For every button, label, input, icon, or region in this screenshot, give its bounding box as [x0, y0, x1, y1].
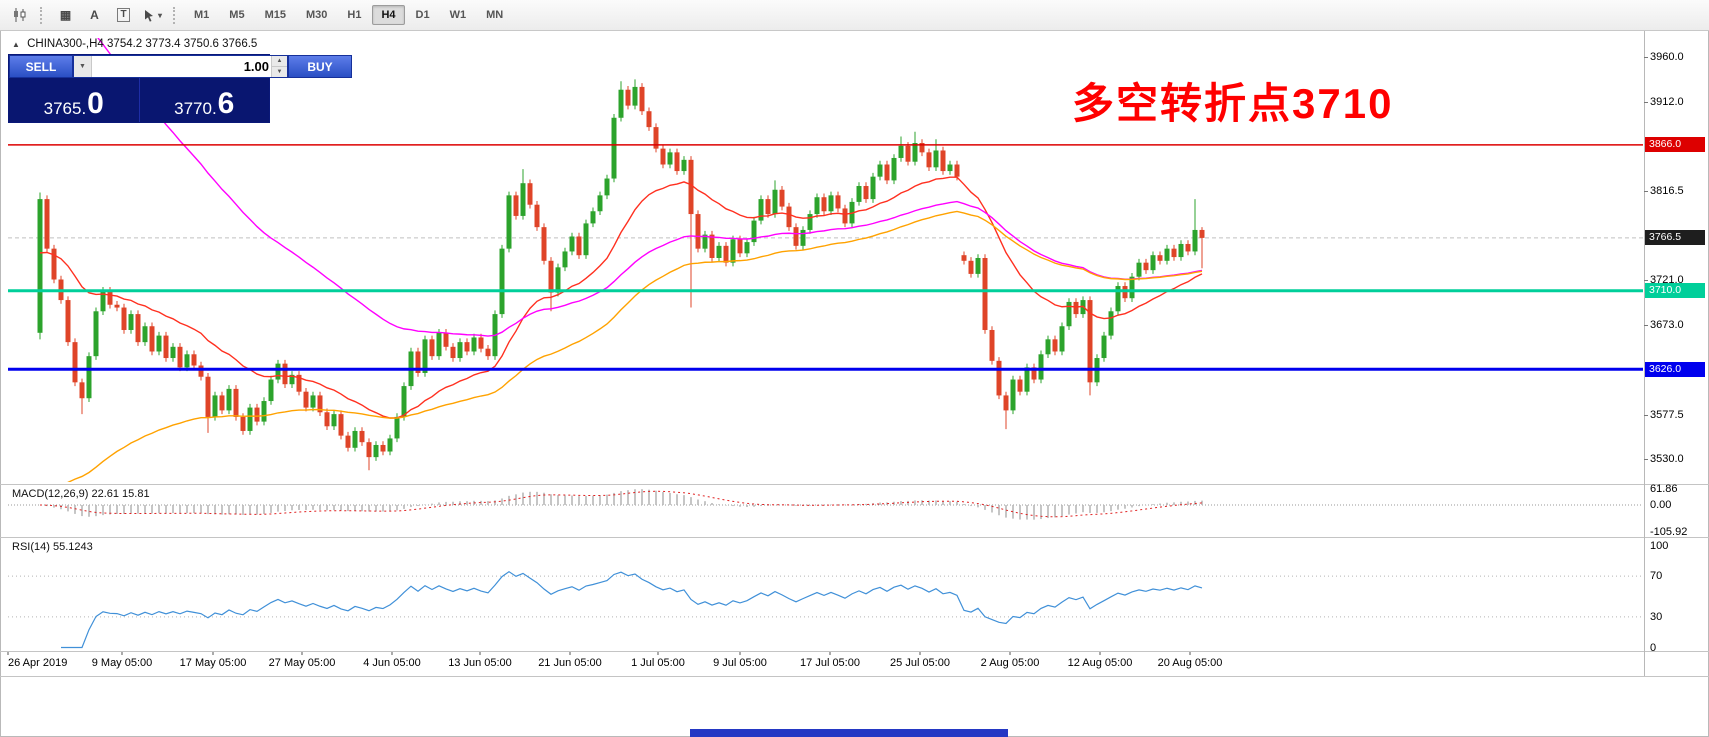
time-axis-label: 25 Jul 05:00 — [890, 657, 950, 669]
toolbar-grip — [173, 6, 178, 24]
price-axis-border — [1644, 31, 1645, 676]
time-axis-separator — [0, 651, 1709, 652]
price-axis-tick — [1644, 101, 1648, 103]
time-axis-label: 26 Apr 2019 — [8, 657, 68, 669]
price-axis-label: 3577.5 — [1650, 408, 1684, 421]
time-axis-label: 9 May 05:00 — [91, 657, 153, 669]
candlestick-chart-icon[interactable] — [7, 3, 32, 28]
timeframe-button-m15[interactable]: M15 — [264, 9, 286, 21]
macd-axis-label: -105.92 — [1650, 526, 1688, 538]
timeframe-button-m1[interactable]: M1 — [194, 9, 210, 21]
time-axis-label: 20 Aug 05:00 — [1157, 657, 1223, 669]
candlestick-glyph — [13, 8, 25, 22]
price-axis-label: 3673.0 — [1650, 319, 1684, 332]
time-axis-label: 1 Jul 05:00 — [631, 657, 685, 669]
timeframe-button-m5[interactable]: M5 — [229, 9, 245, 21]
volume-dropdown-caret[interactable]: ▼ — [74, 56, 92, 77]
volume-spinner: ▲ ▼ — [271, 56, 287, 77]
price-axis-tick — [1644, 414, 1648, 416]
chart-text-annotation: 多空转折点3710 — [1072, 80, 1394, 127]
time-axis-label: 17 May 05:00 — [179, 657, 247, 669]
volume-up-button[interactable]: ▲ — [272, 56, 287, 67]
macd-axis-label: 0.00 — [1650, 499, 1672, 511]
time-axis-label: 4 Jun 05:00 — [363, 657, 421, 669]
price-tag-3710.0: 3710.0 — [1645, 283, 1705, 299]
price-axis-label: 3912.0 — [1650, 95, 1684, 108]
chart-bottom-border — [0, 676, 1709, 677]
ask-price: 3770. 6 — [140, 78, 270, 122]
text-tool-glyph: T — [117, 8, 130, 22]
buy-button[interactable]: BUY — [288, 55, 352, 78]
timeframe-button-m30[interactable]: M30 — [305, 9, 328, 21]
text-tool-icon[interactable]: T — [111, 3, 136, 28]
price-tag-3866.0: 3866.0 — [1645, 137, 1705, 153]
timeframe-group: M1 M5 M15 M30 H1 H4 D1 W1 MN — [184, 5, 513, 25]
cursor-arrow-glyph — [144, 9, 153, 22]
rsi-panel-separator[interactable] — [0, 537, 1709, 538]
timeframe-button-h1[interactable]: H1 — [347, 9, 362, 21]
rsi-panel-area[interactable] — [8, 538, 1644, 650]
rsi-label: RSI(14) 55.1243 — [12, 541, 93, 553]
timeframe-button-w1[interactable]: W1 — [449, 9, 467, 21]
volume-down-button[interactable]: ▼ — [272, 67, 287, 77]
volume-box: ▼ ▲ ▼ — [73, 55, 288, 78]
price-axis-tick — [1644, 191, 1648, 193]
toolbar: ▦ A T ▾ M1 M5 M15 M30 H1 H4 D1 W1 MN — [0, 0, 1709, 31]
rsi-axis-label: 0 — [1650, 641, 1657, 654]
price-axis-label: 3530.0 — [1650, 453, 1684, 465]
rsi-axis-label: 100 — [1650, 539, 1669, 552]
time-axis-label: 27 May 05:00 — [268, 657, 336, 669]
time-axis-label: 12 Aug 05:00 — [1067, 657, 1133, 669]
sell-button[interactable]: SELL — [9, 55, 73, 78]
macd-panel-area[interactable] — [8, 485, 1644, 536]
ask-price-main: 3770. — [174, 99, 217, 118]
collapse-marker-icon[interactable]: ▲ — [12, 40, 20, 49]
bid-price-big-digit: 0 — [87, 87, 104, 121]
time-axis-label: 21 Jun 05:00 — [538, 657, 602, 669]
price-axis[interactable] — [1645, 32, 1709, 651]
price-axis-tick — [1644, 325, 1648, 327]
cursor-tool-icon[interactable]: ▾ — [140, 3, 165, 28]
timeframe-button-h4[interactable]: H4 — [372, 5, 405, 25]
price-axis-label: 3960.0 — [1650, 51, 1684, 63]
timeframe-button-d1[interactable]: D1 — [415, 9, 430, 21]
price-tag-3626.0: 3626.0 — [1645, 361, 1705, 377]
ask-price-big-digit: 6 — [217, 87, 235, 121]
bid-price: 3765. 0 — [9, 78, 140, 122]
macd-axis-label: 61.86 — [1650, 483, 1678, 495]
price-tag-3766.5: 3766.5 — [1645, 230, 1705, 246]
symbol-timeframe: CHINA300-,H4 — [27, 38, 104, 50]
macd-label: MACD(12,26,9) 22.61 15.81 — [12, 488, 150, 500]
time-axis-label: 17 Jul 05:00 — [800, 657, 860, 669]
rsi-axis-label: 70 — [1650, 570, 1663, 583]
text-label-icon[interactable]: A — [90, 8, 99, 22]
dropdown-caret-icon: ▾ — [157, 10, 162, 20]
price-axis-tick — [1644, 459, 1648, 460]
chart-title: ▲ CHINA300-,H4 3754.2 3773.4 3750.6 3766… — [12, 38, 257, 50]
ohlc-readout: 3754.2 3773.4 3750.6 3766.5 — [107, 38, 258, 50]
price-axis-label: 3816.5 — [1650, 185, 1684, 198]
taskbar-fragment[interactable] — [690, 729, 1008, 737]
time-axis-label: 2 Aug 05:00 — [980, 657, 1040, 669]
toolbar-grip — [40, 6, 45, 24]
chart-grid-icon[interactable]: ▦ — [59, 8, 72, 22]
bid-price-main: 3765. — [43, 99, 87, 118]
macd-panel-separator[interactable] — [0, 484, 1709, 485]
one-click-trade-panel: SELL ▼ ▲ ▼ BUY 3765. 0 3770. 6 — [8, 54, 352, 123]
price-axis-tick — [1644, 280, 1648, 282]
timeframe-button-mn[interactable]: MN — [486, 9, 504, 21]
volume-input[interactable] — [92, 56, 271, 77]
rsi-axis-label: 30 — [1650, 610, 1663, 623]
time-axis-label: 9 Jul 05:00 — [713, 657, 767, 669]
time-axis-label: 13 Jun 05:00 — [448, 657, 512, 669]
price-axis-tick — [1644, 57, 1648, 58]
